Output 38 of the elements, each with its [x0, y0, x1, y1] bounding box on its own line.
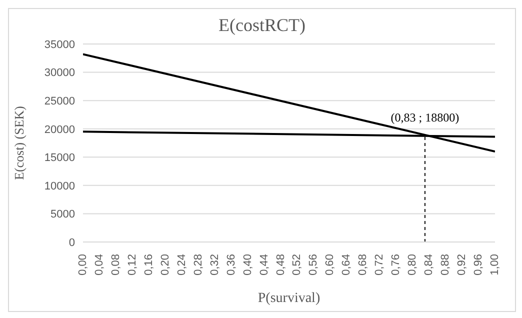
x-tick-label: 0,12	[126, 254, 138, 276]
y-tick-label: 5000	[50, 208, 75, 221]
x-tick-label: 0,88	[440, 254, 452, 276]
y-tick-label: 10000	[44, 180, 75, 192]
x-tick-label: 0,08	[110, 254, 122, 276]
x-tick-label: 1,00	[489, 254, 501, 276]
y-tick-label: 25000	[44, 95, 75, 108]
x-tick-label: 0,60	[324, 254, 336, 276]
x-tick-label: 0,84	[423, 254, 436, 276]
x-tick-label: 0,56	[308, 254, 320, 276]
x-tick-label: 0,00	[77, 254, 89, 276]
x-tick-label: 0,68	[357, 254, 370, 276]
y-tick-label: 0	[68, 236, 75, 249]
x-tick-label: 0,48	[274, 254, 287, 276]
x-tick-label: 0,04	[93, 254, 106, 276]
x-tick-label: 0,76	[390, 254, 402, 276]
x-tick-label: 0,44	[258, 254, 270, 276]
y-tick-label: 35000	[44, 38, 75, 51]
x-tick-label: 0,28	[192, 254, 204, 276]
x-tick-label: 0,32	[208, 254, 221, 276]
x-tick-label: 0,52	[291, 254, 304, 276]
x-tick-label: 0,36	[225, 254, 238, 276]
y-tick-label: 30000	[44, 67, 75, 80]
y-tick-label: 20000	[44, 124, 75, 136]
x-tick-label: 0,20	[159, 254, 172, 276]
y-tick-label: 15000	[44, 152, 75, 164]
x-tick-label: 0,24	[176, 254, 188, 276]
x-tick-label: 0,96	[472, 254, 485, 276]
annotation: (0,83 ; 18800)	[390, 110, 460, 125]
x-tick-label: 0,92	[456, 254, 468, 276]
x-tick-label: 0,16	[142, 254, 155, 276]
y-axis-title: E(cost) (SEK)	[12, 106, 27, 180]
x-tick-label: 0,80	[406, 254, 419, 276]
chart-title: E(costRCT)	[218, 15, 306, 36]
x-tick-label: 0,40	[242, 254, 254, 276]
x-axis-title: P(survival)	[258, 291, 320, 306]
x-tick-label: 0,72	[374, 254, 386, 276]
x-tick-label: 0,64	[340, 254, 353, 276]
